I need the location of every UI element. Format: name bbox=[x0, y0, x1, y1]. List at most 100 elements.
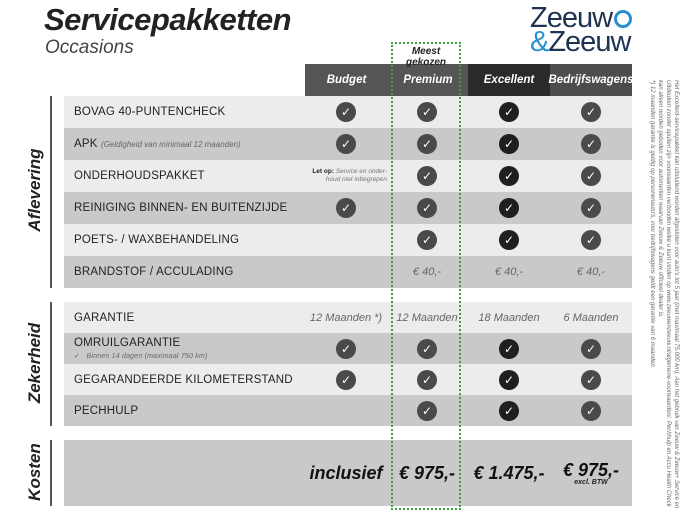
table-cell: ✓ bbox=[468, 333, 550, 364]
row-label: APK (Geldigheid van minimaal 12 maanden) bbox=[74, 138, 241, 150]
table-cell: ✓ bbox=[305, 192, 387, 224]
table-cell: € 40,- bbox=[386, 256, 468, 288]
table-cell: ✓ bbox=[386, 160, 468, 192]
check-icon: ✓ bbox=[336, 369, 356, 390]
table-cell: ✓ bbox=[550, 364, 632, 395]
table-cell: ✓ bbox=[386, 395, 468, 426]
check-icon: ✓ bbox=[499, 134, 519, 154]
cost-bedrijfswagens: € 975,- excl. BTW bbox=[562, 460, 620, 486]
check-icon: ✓ bbox=[581, 400, 601, 421]
check-icon: ✓ bbox=[581, 134, 601, 154]
table-cell: ✓ bbox=[550, 395, 632, 426]
table-row: POETS- / WAXBEHANDELING ✓ ✓ ✓ bbox=[64, 224, 632, 256]
row-sublabel: ✓ Binnen 14 dagen (maximaal 750 km) bbox=[74, 353, 208, 360]
most-chosen-label: Meest gekozen bbox=[405, 46, 446, 68]
table-cell bbox=[305, 395, 387, 426]
table-cell: ✓ bbox=[386, 224, 468, 256]
table-row: BOVAG 40-PUNTENCHECK ✓ ✓ ✓ ✓ bbox=[64, 96, 632, 128]
table-cell: 18 Maanden bbox=[468, 302, 550, 333]
logo-line1: Zeeuw bbox=[530, 4, 633, 33]
check-icon: ✓ bbox=[499, 230, 519, 250]
table-cell: ✓ bbox=[386, 96, 468, 128]
table-cell: ✓ bbox=[305, 96, 387, 128]
cost-excellent: € 1.475,- bbox=[473, 462, 545, 483]
page-subtitle: Occasions bbox=[45, 37, 134, 58]
service-note: Let op: Service en onder-houd niet inbeg… bbox=[312, 167, 387, 183]
cell-value: € 40,- bbox=[494, 266, 524, 278]
table-cell: 12 Maanden bbox=[386, 302, 468, 333]
row-label: REINIGING BINNEN- EN BUITENZIJDE bbox=[74, 202, 288, 214]
table-row: OMRUILGARANTIE ✓ Binnen 14 dagen (maximaa… bbox=[64, 333, 632, 364]
check-icon: ✓ bbox=[417, 230, 437, 250]
table-cell: ✓ bbox=[468, 192, 550, 224]
table-cell bbox=[305, 224, 387, 256]
check-icon: ✓ bbox=[499, 198, 519, 218]
check-icon: ✓ bbox=[336, 134, 356, 154]
cost-premium: € 975,- bbox=[398, 462, 456, 483]
table-cell: ✓ bbox=[468, 224, 550, 256]
section-divider bbox=[50, 302, 52, 426]
cost-budget: inclusief bbox=[309, 462, 383, 483]
check-icon: ✓ bbox=[336, 102, 356, 122]
table-cell: ✓ bbox=[468, 160, 550, 192]
check-icon: ✓ bbox=[417, 198, 437, 218]
table-cell: ✓ bbox=[305, 364, 387, 395]
table-cell: € 40,- bbox=[550, 256, 632, 288]
check-icon: ✓ bbox=[581, 198, 601, 218]
check-icon: ✓ bbox=[499, 166, 519, 186]
row-label: ONDERHOUDSPAKKET bbox=[74, 170, 205, 182]
check-icon: ✓ bbox=[417, 102, 437, 122]
page-title: Servicepakketten bbox=[44, 2, 292, 37]
check-icon: ✓ bbox=[581, 338, 601, 359]
check-icon: ✓ bbox=[417, 134, 437, 154]
section-divider bbox=[50, 96, 52, 288]
check-icon: ✓ bbox=[336, 338, 356, 359]
row-label: PECHHULP bbox=[74, 404, 139, 417]
excl-btw-note: excl. BTW bbox=[574, 479, 608, 486]
check-icon: ✓ bbox=[499, 400, 519, 421]
table-row: REINIGING BINNEN- EN BUITENZIJDE ✓ ✓ ✓ ✓ bbox=[64, 192, 632, 224]
check-icon: ✓ bbox=[499, 338, 519, 359]
table-row: GEGARANDEERDE KILOMETERSTAND ✓ ✓ ✓ ✓ bbox=[64, 364, 632, 395]
table-cell: ✓ bbox=[468, 96, 550, 128]
table-cell: ✓ bbox=[550, 160, 632, 192]
table-cell: ✓ bbox=[468, 395, 550, 426]
footnote: Het Excellent-servicepakket kan uitsluit… bbox=[649, 80, 679, 509]
table-cell: 6 Maanden bbox=[550, 302, 632, 333]
check-icon: ✓ bbox=[499, 102, 519, 122]
column-header-excellent: Excellent bbox=[468, 64, 550, 96]
row-label: BRANDSTOF / ACCULADING bbox=[74, 266, 234, 278]
check-icon: ✓ bbox=[336, 198, 356, 218]
section-aflevering: Aflevering bbox=[25, 148, 44, 232]
table-cell: ✓ bbox=[468, 128, 550, 160]
cell-value: € 40,- bbox=[576, 266, 606, 278]
row-label: BOVAG 40-PUNTENCHECK bbox=[74, 106, 226, 118]
table-cell: ✓ bbox=[305, 128, 387, 160]
check-icon: ✓ bbox=[417, 400, 437, 421]
table-cell: Let op: Service en onder-houd niet inbeg… bbox=[305, 160, 387, 192]
check-icon: ✓ bbox=[581, 166, 601, 186]
table-row: GARANTIE 12 Maanden *) 12 Maanden 18 Maande… bbox=[64, 302, 632, 333]
table-cell: ✓ bbox=[386, 192, 468, 224]
cell-value: 12 Maanden *) bbox=[309, 311, 383, 324]
table-cell: ✓ bbox=[550, 96, 632, 128]
section-kosten: Kosten bbox=[25, 443, 44, 501]
row-sublabel: (Geldigheid van minimaal 12 maanden) bbox=[101, 140, 241, 149]
table-cell: ✓ bbox=[305, 333, 387, 364]
column-header-premium: Premium bbox=[388, 64, 468, 96]
check-icon: ✓ bbox=[581, 369, 601, 390]
section-zekerheid: Zekerheid bbox=[25, 322, 44, 404]
costs-row: inclusief € 975,- € 1.475,- € 975,- excl.… bbox=[64, 440, 632, 506]
check-icon: ✓ bbox=[581, 102, 601, 122]
check-icon: ✓ bbox=[499, 369, 519, 390]
table-cell: ✓ bbox=[386, 364, 468, 395]
cell-value: € 40,- bbox=[412, 266, 442, 278]
table-row: PECHHULP ✓ ✓ ✓ bbox=[64, 395, 632, 426]
table-cell: ✓ bbox=[550, 128, 632, 160]
cell-value: 6 Maanden bbox=[563, 311, 619, 324]
check-icon: ✓ bbox=[417, 369, 437, 390]
table-cell: ✓ bbox=[550, 224, 632, 256]
table-row: BRANDSTOF / ACCULADING € 40,- € 40,- € 40,- bbox=[64, 256, 632, 288]
column-header-budget: Budget bbox=[305, 64, 388, 96]
table-cell: ✓ bbox=[468, 364, 550, 395]
